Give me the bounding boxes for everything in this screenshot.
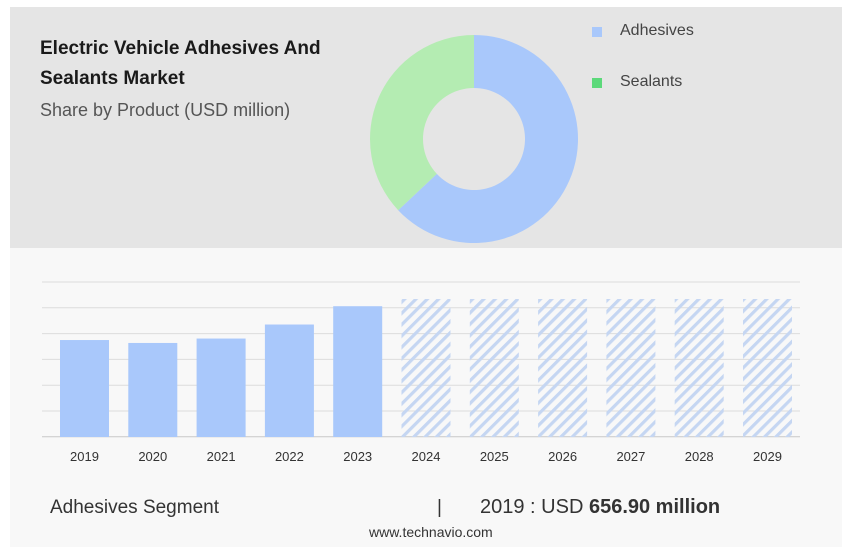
bar-2019 — [60, 340, 109, 437]
x-tick-label: 2026 — [548, 449, 577, 464]
forecast-bar-2025 — [469, 299, 519, 437]
x-tick-label: 2025 — [480, 449, 509, 464]
x-tick-label: 2019 — [70, 449, 99, 464]
bar-2022 — [264, 324, 314, 437]
bar-2023 — [333, 306, 383, 437]
legend-label-sealants: Sealants — [620, 73, 683, 90]
chart-title-line-2: Sealants Market — [40, 68, 185, 89]
x-tick-label: 2027 — [616, 449, 645, 464]
legend-label-adhesives: Adhesives — [620, 22, 694, 39]
x-tick-label: 2023 — [343, 449, 372, 464]
forecast-bar-2026 — [538, 299, 588, 437]
source-link[interactable]: www.technavio.com — [369, 524, 493, 540]
segment-value-prefix: 2019 : USD — [480, 496, 589, 518]
segment-value: 2019 : USD 656.90 million — [480, 496, 720, 519]
legend-swatch-adhesives — [592, 27, 602, 37]
forecast-bar-2024 — [401, 299, 451, 437]
donut-slice-adhesives — [398, 35, 578, 244]
x-tick-label: 2028 — [685, 449, 714, 464]
x-tick-label: 2029 — [753, 449, 782, 464]
chart-subtitle: Share by Product (USD million) — [40, 100, 291, 120]
x-tick-label: 2022 — [275, 449, 304, 464]
forecast-bar-2027 — [606, 299, 656, 437]
bar-2020 — [128, 342, 178, 437]
footer-divider: | — [437, 497, 442, 518]
segment-value-amount: 656.90 million — [588, 496, 721, 518]
bar-2021 — [196, 338, 246, 437]
donut-chart — [370, 35, 578, 244]
segment-label: Adhesives Segment — [50, 497, 219, 518]
x-tick-label: 2021 — [207, 449, 236, 464]
forecast-bar-2029 — [743, 299, 792, 437]
chart-title-line-1: Electric Vehicle Adhesives And — [40, 38, 321, 59]
forecast-bar-2028 — [674, 299, 724, 437]
donut-slice-sealants — [370, 35, 474, 211]
x-tick-label: 2024 — [412, 449, 441, 464]
x-tick-label: 2020 — [138, 449, 167, 464]
legend-swatch-sealants — [592, 78, 602, 88]
